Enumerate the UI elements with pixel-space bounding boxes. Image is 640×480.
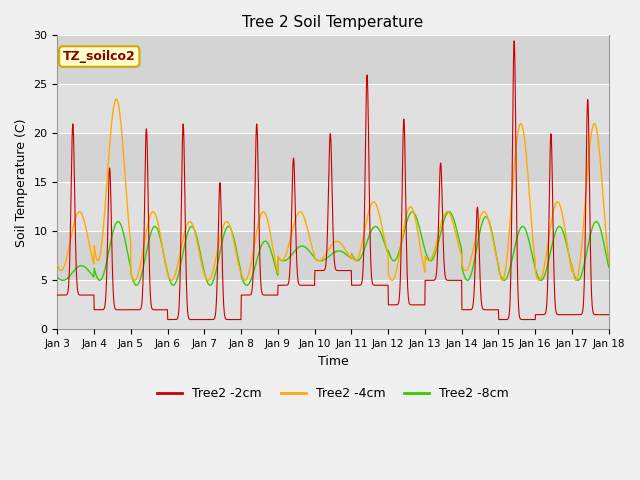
Tree2 -8cm	[408, 209, 416, 215]
Tree2 -4cm	[279, 257, 287, 263]
Line: Tree2 -4cm: Tree2 -4cm	[58, 99, 609, 280]
Tree2 -4cm	[85, 240, 93, 246]
Tree2 -4cm	[605, 260, 612, 266]
Tree2 -4cm	[172, 270, 180, 276]
Tree2 -4cm	[131, 277, 138, 283]
Bar	[58, 36, 609, 84]
Tree2 -2cm	[172, 317, 179, 323]
Bar	[58, 133, 609, 182]
Tree2 -4cm	[54, 262, 61, 268]
Tree2 -4cm	[113, 96, 120, 102]
Tree2 -8cm	[279, 258, 287, 264]
Legend: Tree2 -2cm, Tree2 -4cm, Tree2 -8cm: Tree2 -2cm, Tree2 -4cm, Tree2 -8cm	[152, 383, 514, 406]
Tree2 -8cm	[282, 257, 289, 263]
Title: Tree 2 Soil Temperature: Tree 2 Soil Temperature	[243, 15, 424, 30]
Tree2 -8cm	[132, 282, 140, 288]
Tree2 -2cm	[54, 292, 61, 298]
Tree2 -2cm	[282, 282, 289, 288]
Line: Tree2 -8cm: Tree2 -8cm	[58, 212, 609, 285]
Tree2 -8cm	[605, 264, 612, 270]
Y-axis label: Soil Temperature (C): Soil Temperature (C)	[15, 118, 28, 247]
Tree2 -2cm	[85, 292, 93, 298]
Text: TZ_soilco2: TZ_soilco2	[63, 50, 136, 63]
Bar	[58, 84, 609, 133]
Tree2 -2cm	[430, 277, 438, 283]
Tree2 -8cm	[431, 253, 438, 259]
Bar	[58, 182, 609, 231]
Tree2 -8cm	[54, 275, 61, 280]
X-axis label: Time: Time	[317, 355, 348, 368]
Tree2 -4cm	[282, 252, 289, 258]
Tree2 -2cm	[260, 292, 268, 298]
Tree2 -8cm	[85, 268, 93, 274]
Bar	[58, 280, 609, 329]
Line: Tree2 -2cm: Tree2 -2cm	[58, 41, 609, 320]
Tree2 -4cm	[260, 209, 268, 215]
Tree2 -8cm	[172, 280, 179, 286]
Tree2 -2cm	[605, 312, 612, 318]
Tree2 -4cm	[431, 248, 438, 253]
Bar	[58, 231, 609, 280]
Tree2 -2cm	[279, 282, 287, 288]
Tree2 -8cm	[260, 239, 268, 244]
Tree2 -2cm	[510, 38, 518, 44]
Tree2 -2cm	[195, 317, 203, 323]
